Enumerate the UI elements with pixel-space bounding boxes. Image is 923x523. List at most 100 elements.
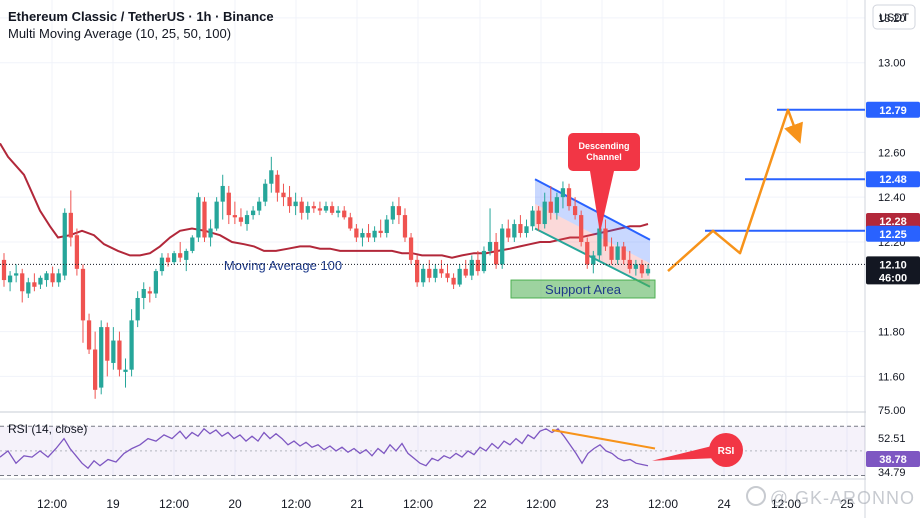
candle bbox=[135, 291, 140, 328]
candle bbox=[384, 215, 389, 238]
candle bbox=[445, 264, 450, 283]
candle-body bbox=[111, 340, 116, 363]
ma-100-label: Moving Average 100 bbox=[224, 258, 342, 273]
candle-body bbox=[500, 228, 505, 265]
candle-body bbox=[481, 250, 487, 272]
candle bbox=[542, 192, 547, 229]
candle-body bbox=[323, 206, 329, 211]
candle bbox=[560, 181, 566, 209]
candle-body bbox=[14, 273, 19, 276]
candle-body bbox=[518, 224, 523, 234]
candle bbox=[184, 248, 189, 272]
candle bbox=[56, 268, 61, 287]
candle-body bbox=[208, 228, 213, 238]
candle-body bbox=[475, 259, 481, 272]
candle bbox=[639, 259, 645, 278]
candle-body bbox=[566, 188, 572, 207]
candle bbox=[433, 264, 438, 283]
candle bbox=[372, 226, 377, 242]
candle-body bbox=[32, 282, 37, 287]
candle-body bbox=[336, 210, 341, 213]
candle-body bbox=[633, 264, 638, 269]
candle bbox=[469, 255, 474, 281]
indicator-legend[interactable]: Multi Moving Average (10, 25, 50, 100) bbox=[8, 26, 232, 41]
time-tick-label: 12:00 bbox=[403, 497, 433, 511]
candle bbox=[32, 273, 37, 292]
candle-body bbox=[250, 210, 256, 216]
candle-body bbox=[609, 246, 614, 260]
candle-body bbox=[445, 273, 450, 278]
candle bbox=[305, 201, 310, 220]
candle-body bbox=[451, 277, 456, 285]
price-tick-label: 13.20 bbox=[878, 13, 906, 25]
candle-body bbox=[117, 340, 122, 370]
candle bbox=[220, 174, 225, 220]
candle-body bbox=[427, 268, 432, 278]
candle-body bbox=[457, 268, 462, 285]
candle bbox=[609, 237, 614, 265]
candle-body bbox=[579, 215, 584, 242]
candle-body bbox=[469, 259, 474, 276]
candle-body bbox=[524, 226, 529, 234]
rsi-legend[interactable]: RSI (14, close) bbox=[8, 422, 88, 436]
candle-body bbox=[378, 230, 383, 234]
time-tick-label: 12:00 bbox=[281, 497, 311, 511]
watermark: @ GK-ARONNO bbox=[745, 486, 915, 509]
channel-callout-pointer bbox=[590, 171, 614, 234]
time-tick-label: 22 bbox=[473, 497, 487, 511]
candle bbox=[1, 253, 7, 287]
candle-body bbox=[402, 215, 408, 238]
candle-body bbox=[433, 268, 438, 278]
candle bbox=[360, 228, 365, 247]
candle-body bbox=[366, 233, 371, 238]
rsi-callout-pointer bbox=[652, 446, 712, 461]
rsi-pane: RSI bbox=[0, 425, 865, 477]
candle bbox=[86, 313, 92, 354]
candle-body bbox=[196, 197, 201, 238]
time-tick-label: 12:00 bbox=[159, 497, 189, 511]
time-tick-label: 23 bbox=[595, 497, 609, 511]
candle bbox=[111, 327, 116, 370]
candle-body bbox=[360, 233, 365, 238]
candle bbox=[147, 286, 152, 303]
candle bbox=[329, 201, 335, 216]
candle-body bbox=[123, 369, 128, 372]
candle-body bbox=[178, 253, 183, 258]
time-axis[interactable]: 12:00 19 12:00 20 12:00 21 12:00 22 12:00 23 12:00… bbox=[37, 497, 854, 511]
candle bbox=[633, 259, 638, 276]
candle bbox=[427, 259, 432, 283]
price-axis[interactable]: USDT13.2013.0012.6012.4012.2011.8011.601… bbox=[866, 0, 923, 518]
price-label-box bbox=[866, 171, 920, 188]
candle bbox=[463, 259, 468, 278]
candle bbox=[123, 358, 128, 388]
candle-body bbox=[165, 257, 171, 263]
candle-body bbox=[26, 282, 31, 294]
candle-body bbox=[244, 215, 250, 225]
candle-body bbox=[62, 212, 67, 276]
candle-body bbox=[390, 206, 395, 220]
support-area-box bbox=[510, 279, 656, 299]
channel-label-line2: Channel bbox=[586, 152, 622, 162]
candle-body bbox=[238, 217, 244, 222]
candle bbox=[50, 266, 55, 287]
candle-body bbox=[348, 217, 353, 229]
candle-body bbox=[384, 219, 389, 234]
candle bbox=[74, 228, 80, 276]
support-area: Support Area bbox=[510, 279, 656, 299]
candle bbox=[354, 224, 359, 242]
candle bbox=[500, 224, 505, 269]
channel-upper-line bbox=[534, 178, 651, 241]
candle bbox=[44, 271, 49, 287]
price-label-box bbox=[866, 225, 920, 242]
candle bbox=[439, 259, 444, 278]
candle bbox=[572, 197, 578, 220]
candle bbox=[323, 201, 329, 213]
rsi-divergence-line bbox=[551, 429, 656, 450]
time-tick-label: 25 bbox=[840, 497, 854, 511]
candle bbox=[202, 197, 207, 242]
candle bbox=[299, 197, 304, 220]
currency-button bbox=[872, 4, 916, 30]
candle-body bbox=[329, 206, 335, 213]
rsi-callout-bubble bbox=[709, 433, 743, 467]
price-tick-label: 12.60 bbox=[878, 147, 906, 159]
